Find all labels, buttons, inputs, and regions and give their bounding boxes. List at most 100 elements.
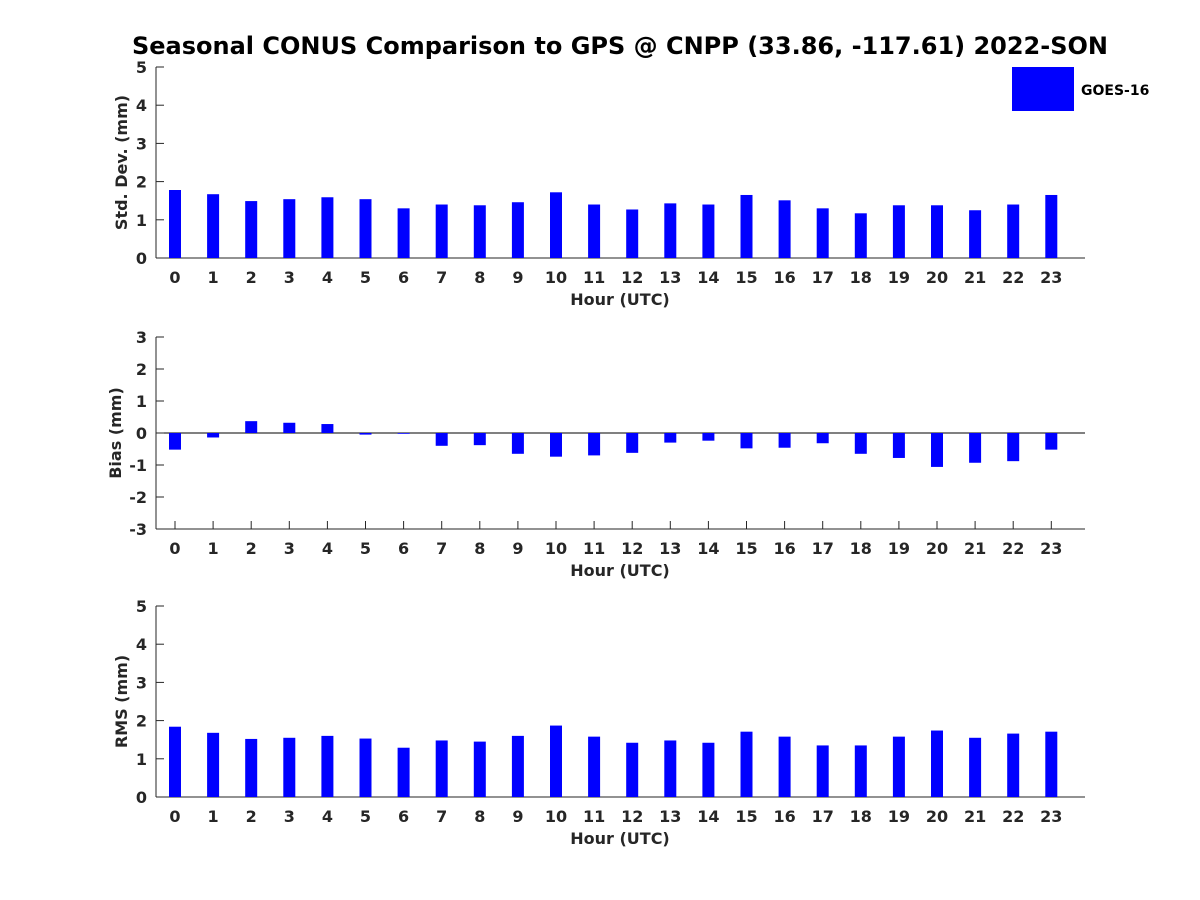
x-tick-label: 13	[659, 807, 681, 826]
x-tick-label: 12	[621, 807, 643, 826]
bar	[245, 201, 258, 258]
bar	[931, 433, 943, 467]
bar	[359, 433, 372, 435]
bar	[778, 736, 791, 797]
bar	[969, 737, 982, 797]
legend-swatch	[1012, 67, 1074, 111]
x-tick-label: 15	[735, 268, 757, 287]
bar	[397, 208, 410, 258]
x-tick-label: 20	[926, 539, 948, 558]
x-tick-label: 5	[360, 539, 371, 558]
bar	[435, 204, 448, 258]
y-tick-label: 4	[136, 635, 147, 654]
bar	[854, 745, 867, 797]
x-tick-label: 18	[850, 268, 872, 287]
bar	[283, 737, 296, 797]
x-tick-label: 16	[773, 807, 795, 826]
bar	[550, 192, 562, 258]
y-tick-label: 1	[136, 211, 147, 230]
x-tick-label: 17	[812, 807, 834, 826]
bar	[1007, 733, 1020, 797]
bar	[1045, 433, 1058, 450]
bar	[664, 740, 677, 797]
bar	[740, 433, 753, 449]
x-tick-label: 9	[512, 268, 523, 287]
y-axis-label: RMS (mm)	[112, 655, 131, 748]
bar	[169, 433, 181, 450]
y-tick-label: -1	[129, 456, 147, 475]
x-tick-label: 4	[322, 268, 333, 287]
bar	[397, 747, 410, 797]
bar	[207, 433, 220, 438]
y-tick-label: 3	[136, 328, 147, 347]
x-tick-label: 5	[360, 807, 371, 826]
x-tick-label: 23	[1040, 539, 1062, 558]
bar	[969, 210, 982, 258]
bar	[321, 424, 334, 433]
x-tick-label: 19	[888, 268, 910, 287]
x-tick-label: 21	[964, 268, 986, 287]
x-tick-label: 12	[621, 539, 643, 558]
bar	[473, 741, 486, 797]
bar	[626, 742, 639, 797]
x-axis-label: Hour (UTC)	[570, 290, 670, 309]
y-tick-label: 2	[136, 360, 147, 379]
x-tick-label: 6	[398, 268, 409, 287]
bar	[283, 199, 296, 258]
bar	[702, 204, 715, 258]
x-tick-label: 18	[850, 807, 872, 826]
bar	[511, 202, 524, 258]
bar	[931, 205, 943, 258]
bar	[702, 742, 715, 797]
x-tick-label: 4	[322, 807, 333, 826]
y-tick-label: 1	[136, 750, 147, 769]
bar	[169, 190, 181, 258]
bar	[1007, 433, 1020, 462]
x-tick-label: 2	[246, 539, 257, 558]
y-tick-label: 4	[136, 96, 147, 115]
bar	[359, 199, 372, 258]
x-tick-label: 16	[773, 268, 795, 287]
bar	[626, 433, 639, 453]
y-tick-label: 5	[136, 597, 147, 616]
bar	[245, 421, 258, 433]
bar	[854, 213, 867, 258]
x-tick-label: 11	[583, 539, 605, 558]
bar	[1045, 731, 1058, 797]
x-tick-label: 15	[735, 539, 757, 558]
x-tick-label: 13	[659, 539, 681, 558]
bar	[664, 203, 677, 258]
x-tick-label: 13	[659, 268, 681, 287]
bar	[778, 200, 791, 258]
x-tick-label: 17	[812, 539, 834, 558]
y-tick-label: 0	[136, 788, 147, 807]
x-tick-label: 6	[398, 807, 409, 826]
bar	[816, 433, 829, 444]
x-tick-label: 17	[812, 268, 834, 287]
bar	[816, 208, 829, 258]
bar	[931, 730, 943, 797]
x-tick-label: 0	[169, 807, 180, 826]
y-tick-label: 0	[136, 249, 147, 268]
y-tick-label: -3	[129, 520, 147, 539]
x-tick-label: 16	[773, 539, 795, 558]
x-tick-label: 8	[474, 807, 485, 826]
x-tick-label: 20	[926, 268, 948, 287]
x-tick-label: 3	[284, 807, 295, 826]
bar	[207, 194, 220, 258]
x-tick-label: 20	[926, 807, 948, 826]
x-tick-label: 3	[284, 539, 295, 558]
x-tick-label: 8	[474, 539, 485, 558]
bar	[892, 433, 905, 458]
x-tick-label: 23	[1040, 268, 1062, 287]
x-tick-label: 21	[964, 539, 986, 558]
x-tick-label: 22	[1002, 268, 1024, 287]
y-axis-label: Std. Dev. (mm)	[112, 95, 131, 230]
x-tick-label: 0	[169, 268, 180, 287]
chart-title: Seasonal CONUS Comparison to GPS @ CNPP …	[132, 32, 1108, 60]
bar	[397, 433, 410, 434]
bar	[245, 738, 258, 797]
y-tick-label: 1	[136, 392, 147, 411]
x-tick-label: 4	[322, 539, 333, 558]
